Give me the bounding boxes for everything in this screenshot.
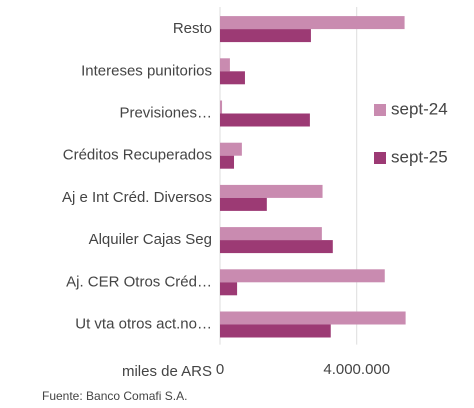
bar [220, 100, 223, 114]
bar [220, 155, 235, 169]
source: Fuente: Banco Comafi S.A. [42, 389, 187, 403]
bar [220, 240, 333, 254]
x-tick-label: 4.000.000 [323, 361, 390, 378]
bar [220, 227, 322, 241]
bar [220, 29, 311, 43]
legend-label: sept-24 [391, 99, 448, 118]
y-tick-label: Intereses punitorios [81, 62, 212, 79]
bar [220, 197, 267, 211]
bar [220, 282, 238, 296]
y-tick-label: Aj e Int Créd. Diversos [62, 189, 212, 206]
legend-swatch [374, 152, 386, 164]
legend-swatch [374, 104, 386, 116]
bar [220, 324, 331, 338]
bar [220, 142, 242, 156]
y-tick-label: Alquiler Cajas Seg [89, 231, 212, 248]
bar [220, 16, 405, 30]
bar [220, 113, 310, 127]
y-tick-label: Aj. CER Otros Créd… [66, 273, 212, 290]
y-tick-label: Resto [173, 20, 212, 37]
bar [220, 311, 406, 325]
y-tick-label: Ut vta otros act.no… [75, 315, 212, 332]
x-tick-label: 0 [216, 361, 224, 378]
y-tick-label: Previsiones… [119, 104, 212, 121]
bar [220, 184, 323, 198]
bar [220, 71, 245, 85]
y-tick-label: Créditos Recuperados [63, 147, 212, 164]
bar [220, 269, 385, 283]
x-axis-label: miles de ARS [122, 363, 212, 380]
legend-label: sept-25 [391, 147, 448, 166]
bar [220, 58, 230, 72]
